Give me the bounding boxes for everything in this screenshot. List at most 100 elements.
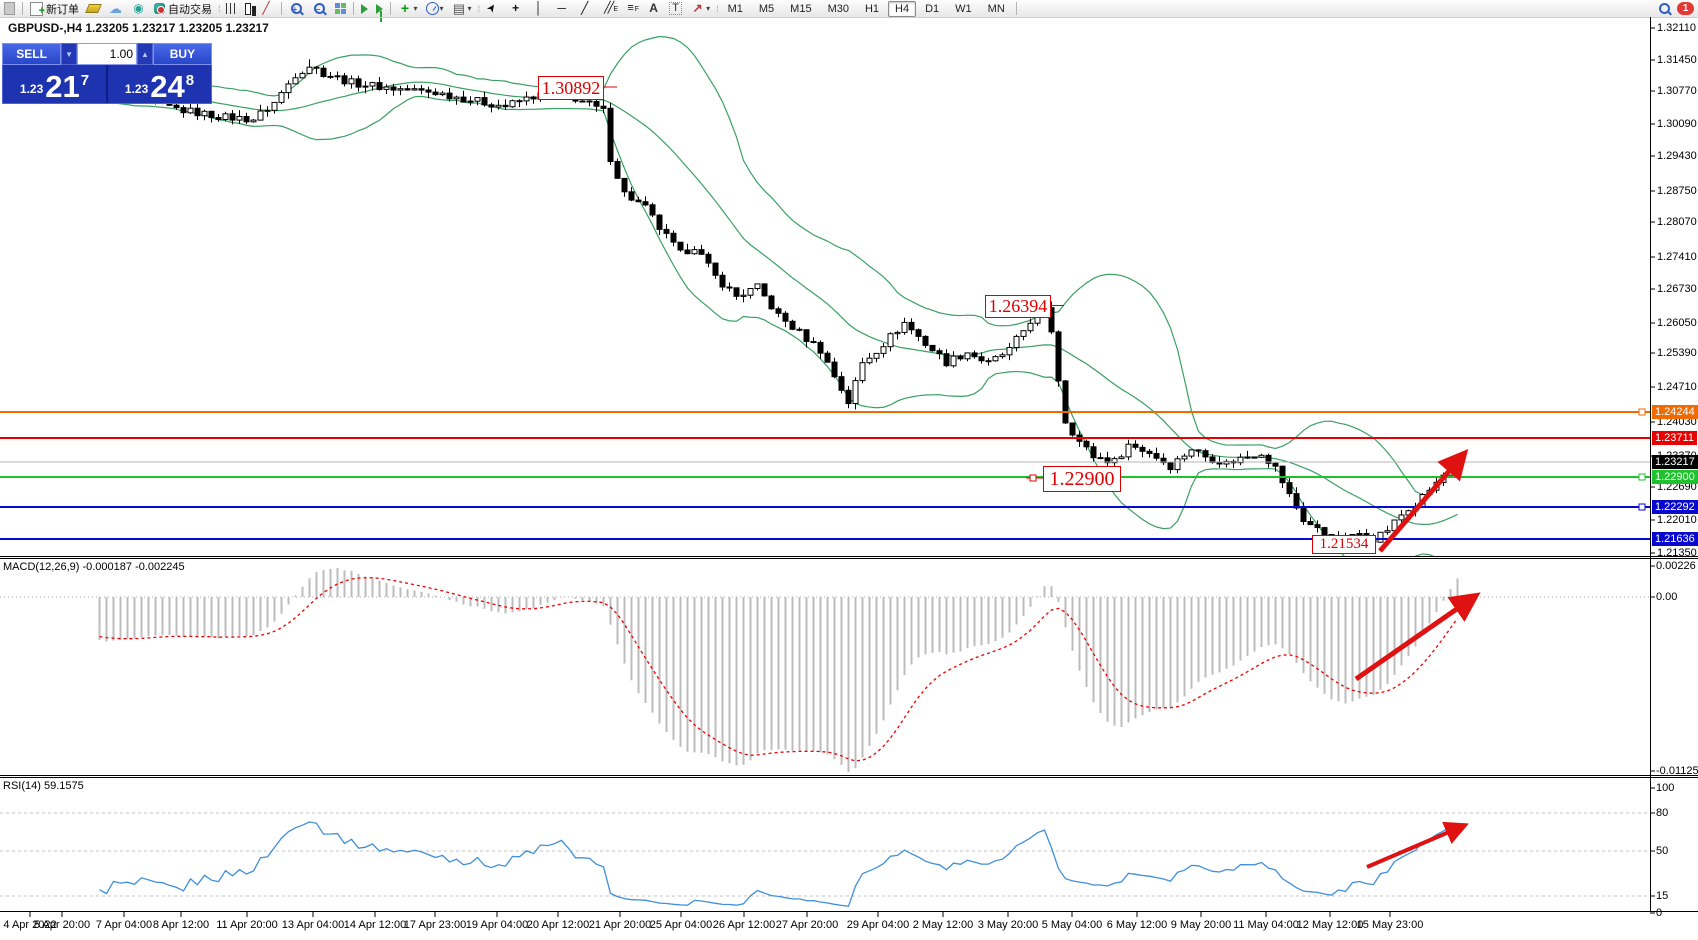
line-chart-button[interactable]: ╱ xyxy=(256,1,277,16)
time-axis-label[interactable]: 4 Apr 2022 xyxy=(3,919,57,931)
autotrade-button[interactable]: 自动交易 xyxy=(151,1,215,16)
periods-button[interactable]: ▾ xyxy=(423,1,447,16)
chart-shift-button[interactable] xyxy=(373,1,386,22)
arrows-button[interactable]: ↗ ▾ xyxy=(687,1,713,16)
time-axis-label[interactable]: 14 Apr 12:00 xyxy=(343,919,407,931)
price-level-axis-label: 1.22292 xyxy=(1652,500,1698,514)
candle-body xyxy=(600,105,607,109)
timeframe-button-m1[interactable]: M1 xyxy=(727,2,743,15)
candle-body xyxy=(845,389,852,405)
indicators-button[interactable]: + ▾ xyxy=(395,1,421,16)
publish-button[interactable]: ☁ xyxy=(105,1,126,16)
price-level-axis-label: 1.21636 xyxy=(1652,532,1698,546)
text-button[interactable]: A xyxy=(643,1,664,16)
tile-windows-button[interactable] xyxy=(332,1,349,16)
signals-button[interactable]: ◉ xyxy=(128,1,149,16)
zoom-out-button[interactable]: − xyxy=(309,1,330,16)
new-order-button[interactable]: 新订单 xyxy=(27,1,82,19)
window-fragment-button[interactable] xyxy=(1,1,18,16)
time-axis-label[interactable]: 15 May 23:00 xyxy=(1356,919,1424,931)
templates-button[interactable]: ▤ ▾ xyxy=(449,1,475,16)
price-callout-label[interactable]: 1.21534 xyxy=(1312,535,1376,554)
volume-input[interactable] xyxy=(77,43,137,65)
time-axis-label[interactable]: 3 May 20:00 xyxy=(977,919,1039,931)
time-axis-label[interactable]: 12 May 12:00 xyxy=(1296,919,1364,931)
search-icon[interactable] xyxy=(1657,1,1672,16)
time-axis-label[interactable]: 7 Apr 04:00 xyxy=(95,919,153,931)
time-axis-label[interactable]: 6 May 12:00 xyxy=(1106,919,1168,931)
time-axis-label[interactable]: 29 Apr 04:00 xyxy=(846,919,910,931)
price-callout-label[interactable]: 1.22900 xyxy=(1043,466,1121,492)
buy-button[interactable]: BUY xyxy=(152,43,212,65)
price-callout-label[interactable]: 1.26394 xyxy=(985,295,1051,318)
candle-body xyxy=(446,92,453,100)
volume-increase-button[interactable]: ▲ xyxy=(137,43,153,65)
timeframe-button-d1[interactable]: D1 xyxy=(925,2,940,15)
price-axis-tick-label: 1.28070 xyxy=(1657,216,1697,228)
time-axis-label[interactable]: 11 Apr 20:00 xyxy=(216,919,278,931)
equidistant-channel-button[interactable]: ╱╱ E xyxy=(597,1,618,16)
candle-body xyxy=(1314,524,1321,528)
timeframe-button-m5[interactable]: M5 xyxy=(758,2,775,15)
ask-price[interactable]: 1.23 24 8 xyxy=(106,65,211,103)
candle-body xyxy=(1006,347,1013,356)
time-axis-label[interactable]: 2 May 12:00 xyxy=(912,919,974,931)
time-axis-label[interactable]: 5 Apr 20:00 xyxy=(33,919,91,931)
line-endpoint-handle[interactable] xyxy=(1638,408,1646,416)
text-label-button[interactable]: T xyxy=(666,1,685,16)
time-axis-label[interactable]: 26 Apr 12:00 xyxy=(712,919,776,931)
time-axis-label[interactable]: 27 Apr 20:00 xyxy=(775,919,839,931)
price-callout-label[interactable]: 1.30892 xyxy=(538,76,604,100)
time-axis-label[interactable]: 19 Apr 04:00 xyxy=(465,919,529,931)
vertical-line-button[interactable]: │ xyxy=(528,1,549,16)
time-axis-label[interactable]: 13 Apr 04:00 xyxy=(281,919,345,931)
toolbar-separator xyxy=(280,2,282,15)
macd-indicator-label: MACD(12,26,9) -0.000187 -0.002245 xyxy=(3,561,185,573)
candle-body xyxy=(383,86,390,90)
toolbar-separator xyxy=(1015,2,1017,15)
time-axis-label[interactable]: 8 Apr 12:00 xyxy=(152,919,210,931)
crosshair-button[interactable]: + xyxy=(505,1,526,16)
bid-price[interactable]: 1.23 21 7 xyxy=(3,65,106,103)
auto-scroll-button[interactable] xyxy=(358,1,371,16)
candlestick-chart-button[interactable] xyxy=(242,1,254,16)
candle-body xyxy=(530,96,537,100)
time-axis-label[interactable]: 21 Apr 20:00 xyxy=(588,919,652,931)
trend-arrow[interactable] xyxy=(1366,821,1469,869)
candle-body xyxy=(1384,530,1391,533)
timeframe-button-m15[interactable]: M15 xyxy=(790,2,812,15)
timeframe-button-h4[interactable]: H4 xyxy=(888,0,917,17)
time-axis-label[interactable]: 11 May 04:00 xyxy=(1233,919,1299,931)
trendline-button[interactable]: ╱ xyxy=(574,1,595,16)
fibonacci-button[interactable]: ≡ F xyxy=(620,1,641,16)
candle-body xyxy=(292,77,299,85)
price-axis-tick-label: 1.24710 xyxy=(1657,381,1697,393)
candle-body xyxy=(950,355,957,367)
zoom-in-button[interactable]: + xyxy=(286,1,307,16)
timeframe-button-w1[interactable]: W1 xyxy=(955,2,972,15)
timeframe-button-m30[interactable]: M30 xyxy=(827,2,849,15)
trend-arrow[interactable] xyxy=(1378,448,1469,553)
candle-body xyxy=(740,294,747,297)
time-axis-label[interactable]: 17 Apr 23:00 xyxy=(403,919,467,931)
trend-arrow[interactable] xyxy=(1354,592,1481,682)
timeframe-button-mn[interactable]: MN xyxy=(987,2,1005,15)
candle-body xyxy=(614,161,621,179)
candle-body xyxy=(1244,456,1251,459)
time-axis-label[interactable]: 9 May 20:00 xyxy=(1170,919,1232,931)
timeframe-button-h1[interactable]: H1 xyxy=(864,2,880,15)
horizontal-line-button[interactable]: ─ xyxy=(551,1,572,16)
time-axis-label[interactable]: 5 May 04:00 xyxy=(1041,919,1103,931)
sell-button[interactable]: SELL xyxy=(2,43,62,65)
line-endpoint-handle[interactable] xyxy=(1638,503,1646,511)
line-endpoint-handle[interactable] xyxy=(1638,473,1646,481)
time-axis-label[interactable]: 20 Apr 12:00 xyxy=(526,919,590,931)
callout-handle[interactable] xyxy=(1029,474,1037,482)
time-axis-label[interactable]: 25 Apr 04:00 xyxy=(649,919,713,931)
bar-chart-button[interactable] xyxy=(223,1,240,16)
notification-badge[interactable]: 1 xyxy=(1677,2,1694,15)
volume-decrease-button[interactable]: ▼ xyxy=(61,43,77,65)
candle-body xyxy=(866,357,873,364)
candle-body xyxy=(523,96,530,102)
